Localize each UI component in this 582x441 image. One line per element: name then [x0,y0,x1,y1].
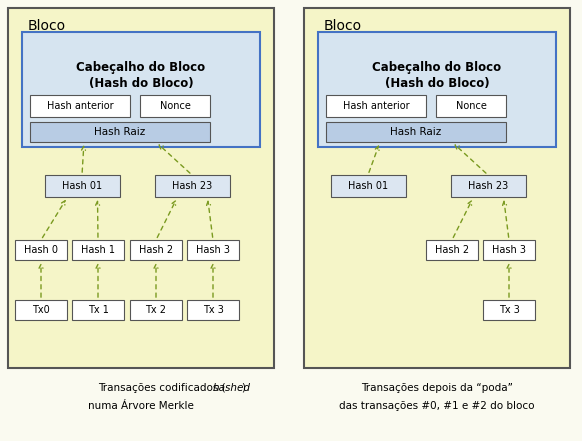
Text: Hash 23: Hash 23 [468,181,508,191]
Text: Transações depois da “poda”: Transações depois da “poda” [361,383,513,393]
Text: Tx 3: Tx 3 [499,305,520,315]
Text: Hash 1: Hash 1 [81,245,115,255]
Bar [130,300,182,320]
Bar [30,122,210,142]
Text: Hash 3: Hash 3 [196,245,230,255]
Bar [483,300,535,320]
Bar [436,95,506,117]
Bar [483,240,535,260]
Bar [45,175,120,197]
Bar [304,8,570,368]
Bar [187,300,239,320]
Text: Bloco: Bloco [28,19,66,33]
Bar [318,32,556,147]
Bar [155,175,230,197]
Text: Hash 2: Hash 2 [435,245,469,255]
Text: Hash anterior: Hash anterior [47,101,113,111]
Text: Hash 01: Hash 01 [348,181,388,191]
Bar [331,175,406,197]
Text: (Hash do Bloco): (Hash do Bloco) [88,78,193,90]
Text: Hash 23: Hash 23 [172,181,212,191]
Text: Cabeçalho do Bloco: Cabeçalho do Bloco [76,60,205,74]
Text: Nonce: Nonce [456,101,487,111]
Text: Hash anterior: Hash anterior [343,101,409,111]
Bar [130,240,182,260]
Bar [8,8,274,368]
Text: Hash Raiz: Hash Raiz [94,127,146,137]
Bar [22,32,260,147]
Text: das transações #0, #1 e #2 do bloco: das transações #0, #1 e #2 do bloco [339,401,535,411]
Text: Hash 2: Hash 2 [139,245,173,255]
Text: (Hash do Bloco): (Hash do Bloco) [385,78,489,90]
Text: Bloco: Bloco [324,19,362,33]
Bar [30,95,130,117]
Text: numa Árvore Merkle: numa Árvore Merkle [88,401,194,411]
Text: Transações codificados (: Transações codificados ( [98,383,226,393]
Text: Tx 1: Tx 1 [87,305,108,315]
Bar [140,95,210,117]
Bar [326,95,426,117]
Text: Tx 2: Tx 2 [146,305,166,315]
Bar [187,240,239,260]
Text: ): ) [241,383,245,393]
Text: Hash 0: Hash 0 [24,245,58,255]
Text: Tx0: Tx0 [32,305,50,315]
Text: Nonce: Nonce [159,101,190,111]
Text: Hash 3: Hash 3 [492,245,526,255]
Bar [426,240,478,260]
Text: Cabeçalho do Bloco: Cabeçalho do Bloco [372,60,502,74]
Text: hashed: hashed [213,383,251,393]
Bar [451,175,526,197]
Text: Hash Raiz: Hash Raiz [391,127,442,137]
Text: Tx 3: Tx 3 [203,305,223,315]
Bar [15,300,67,320]
Bar [72,300,124,320]
Bar [15,240,67,260]
Text: Hash 01: Hash 01 [62,181,102,191]
Bar [326,122,506,142]
Bar [72,240,124,260]
